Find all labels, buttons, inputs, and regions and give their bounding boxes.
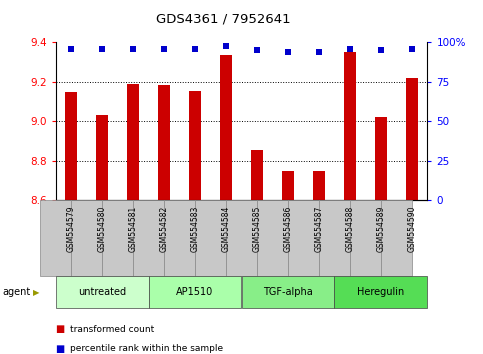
Point bbox=[284, 49, 292, 55]
Text: untreated: untreated bbox=[78, 287, 126, 297]
Bar bbox=[195, 200, 226, 276]
Text: Heregulin: Heregulin bbox=[357, 287, 405, 297]
Point bbox=[315, 49, 323, 55]
Text: ■: ■ bbox=[56, 324, 65, 334]
Bar bbox=[319, 200, 350, 276]
Text: GSM554582: GSM554582 bbox=[159, 205, 169, 252]
Text: agent: agent bbox=[2, 287, 30, 297]
Bar bbox=[96, 115, 108, 200]
Bar bbox=[334, 276, 427, 308]
Point bbox=[408, 46, 416, 52]
Point bbox=[377, 47, 385, 53]
Bar bbox=[71, 200, 102, 276]
Point bbox=[160, 46, 168, 52]
Text: GSM554583: GSM554583 bbox=[190, 205, 199, 252]
Text: ▶: ▶ bbox=[33, 287, 40, 297]
Text: GSM554590: GSM554590 bbox=[408, 205, 416, 252]
Text: ■: ■ bbox=[56, 344, 65, 354]
Text: transformed count: transformed count bbox=[70, 325, 154, 334]
Text: GDS4361 / 7952641: GDS4361 / 7952641 bbox=[156, 12, 290, 25]
Point bbox=[67, 46, 75, 52]
Text: GSM554581: GSM554581 bbox=[128, 205, 138, 252]
Bar bbox=[313, 171, 325, 200]
Text: GSM554588: GSM554588 bbox=[345, 205, 355, 252]
Text: GSM554589: GSM554589 bbox=[376, 205, 385, 252]
Bar bbox=[164, 200, 195, 276]
Bar bbox=[381, 200, 412, 276]
Bar bbox=[226, 200, 257, 276]
Bar bbox=[189, 91, 201, 200]
Bar bbox=[350, 200, 381, 276]
Point bbox=[253, 47, 261, 53]
Point bbox=[346, 46, 354, 52]
Bar bbox=[65, 92, 77, 200]
Text: GSM554579: GSM554579 bbox=[67, 205, 75, 252]
Bar bbox=[288, 200, 319, 276]
Point bbox=[98, 46, 106, 52]
Bar bbox=[127, 84, 139, 200]
Bar bbox=[56, 276, 149, 308]
Bar bbox=[102, 200, 133, 276]
Text: TGF-alpha: TGF-alpha bbox=[263, 287, 313, 297]
Bar bbox=[133, 200, 164, 276]
Bar bbox=[344, 52, 356, 200]
Text: GSM554580: GSM554580 bbox=[98, 205, 107, 252]
Text: AP1510: AP1510 bbox=[176, 287, 213, 297]
Bar bbox=[242, 276, 334, 308]
Text: GSM554587: GSM554587 bbox=[314, 205, 324, 252]
Bar bbox=[220, 55, 232, 200]
Point bbox=[222, 43, 230, 48]
Point bbox=[129, 46, 137, 52]
Text: GSM554586: GSM554586 bbox=[284, 205, 293, 252]
Text: GSM554584: GSM554584 bbox=[222, 205, 230, 252]
Bar bbox=[149, 276, 242, 308]
Bar bbox=[406, 78, 418, 200]
Bar bbox=[257, 200, 288, 276]
Bar bbox=[251, 150, 263, 200]
Text: GSM554585: GSM554585 bbox=[253, 205, 261, 252]
Bar bbox=[282, 171, 294, 200]
Text: percentile rank within the sample: percentile rank within the sample bbox=[70, 344, 223, 353]
Point bbox=[191, 46, 199, 52]
Bar bbox=[375, 117, 387, 200]
Bar bbox=[158, 85, 170, 200]
Bar bbox=[40, 200, 71, 276]
